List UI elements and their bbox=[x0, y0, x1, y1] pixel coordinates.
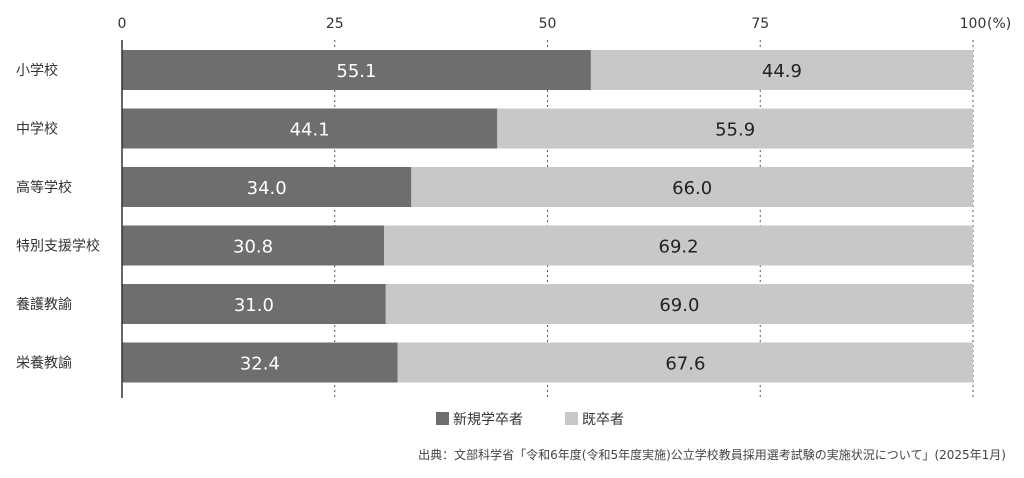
bar-new-graduate bbox=[122, 284, 386, 324]
source-note: 出典：文部科学省「令和6年度(令和5年度実施)公立学校教員採用選考試験の実施状況… bbox=[418, 448, 1006, 462]
legend-label: 既卒者 bbox=[582, 412, 624, 428]
bar-new-graduate bbox=[122, 225, 385, 266]
data-label: 32.4 bbox=[240, 354, 280, 375]
data-label: 67.6 bbox=[665, 354, 705, 375]
data-label: 69.2 bbox=[659, 237, 699, 258]
data-label: 44.1 bbox=[290, 120, 330, 141]
bar-former-graduate bbox=[397, 342, 973, 383]
bar-new-graduate bbox=[122, 50, 591, 90]
data-label: 31.0 bbox=[234, 295, 274, 316]
x-tick-label: 50 bbox=[539, 16, 557, 32]
category-label: 特別支援学校 bbox=[16, 238, 100, 255]
x-tick-label: 100 bbox=[960, 16, 987, 32]
legend-swatch bbox=[565, 412, 578, 425]
x-tick-label: 75 bbox=[751, 16, 769, 32]
x-tick-label: 0 bbox=[118, 16, 127, 32]
x-tick-label: 25 bbox=[326, 16, 344, 32]
data-label: 55.9 bbox=[715, 120, 755, 141]
category-label: 小学校 bbox=[16, 62, 58, 79]
x-unit-label: (%) bbox=[987, 16, 1011, 32]
data-label: 34.0 bbox=[247, 178, 287, 199]
bar-former-graduate bbox=[411, 167, 974, 207]
bar-former-graduate bbox=[385, 284, 973, 324]
data-label: 69.0 bbox=[659, 295, 699, 316]
category-label: 養護教諭 bbox=[16, 296, 72, 313]
bar-new-graduate bbox=[122, 108, 498, 149]
bar-former-graduate bbox=[497, 108, 973, 149]
bar-former-graduate bbox=[384, 225, 973, 266]
legend-label: 新規学卒者 bbox=[453, 412, 523, 428]
data-label: 44.9 bbox=[762, 61, 802, 82]
data-label: 66.0 bbox=[672, 178, 712, 199]
bar-former-graduate bbox=[590, 50, 973, 90]
category-label: 高等学校 bbox=[16, 179, 72, 196]
bar-new-graduate bbox=[122, 342, 398, 383]
stacked-bar-chart: 0 25 50 75 100 (%) 小学校 55.1 44.9 中学校 44.1 55.9 高等学校 3… bbox=[16, 16, 1011, 428]
category-label: 栄養教諭 bbox=[16, 355, 72, 372]
category-label: 中学校 bbox=[16, 121, 58, 138]
legend-swatch bbox=[436, 412, 449, 425]
data-label: 55.1 bbox=[336, 61, 376, 82]
data-label: 30.8 bbox=[233, 237, 273, 258]
bar-new-graduate bbox=[122, 167, 412, 207]
